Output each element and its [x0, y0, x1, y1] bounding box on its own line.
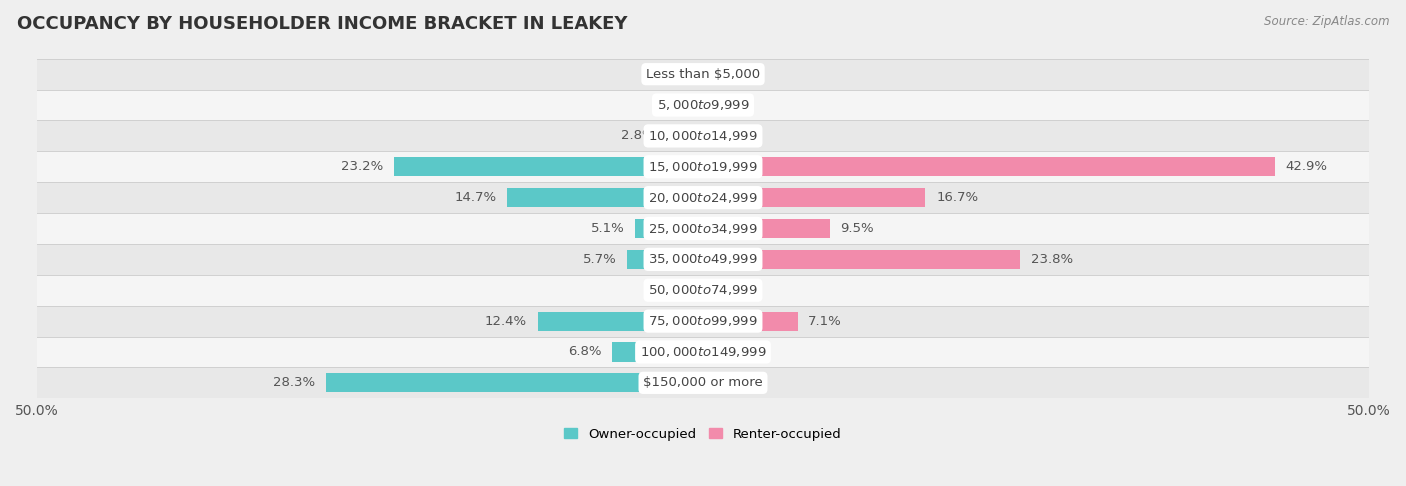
- Bar: [703, 250, 1021, 269]
- Text: Less than $5,000: Less than $5,000: [645, 68, 761, 81]
- Text: 0.0%: 0.0%: [714, 376, 747, 389]
- Bar: [703, 312, 797, 330]
- Text: 28.3%: 28.3%: [273, 376, 315, 389]
- Bar: [703, 188, 925, 207]
- Text: 23.8%: 23.8%: [1031, 253, 1073, 266]
- Text: 0.0%: 0.0%: [659, 68, 692, 81]
- Text: 6.8%: 6.8%: [568, 346, 602, 359]
- Text: 0.0%: 0.0%: [714, 346, 747, 359]
- Text: 9.5%: 9.5%: [841, 222, 875, 235]
- Bar: [627, 250, 703, 269]
- Text: 5.1%: 5.1%: [591, 222, 624, 235]
- Bar: [689, 281, 703, 300]
- Bar: [37, 89, 1369, 121]
- Text: $5,000 to $9,999: $5,000 to $9,999: [657, 98, 749, 112]
- Bar: [508, 188, 703, 207]
- Bar: [37, 182, 1369, 213]
- Text: $15,000 to $19,999: $15,000 to $19,999: [648, 160, 758, 174]
- Bar: [636, 219, 703, 238]
- Text: $75,000 to $99,999: $75,000 to $99,999: [648, 314, 758, 328]
- Legend: Owner-occupied, Renter-occupied: Owner-occupied, Renter-occupied: [560, 422, 846, 446]
- Bar: [37, 367, 1369, 399]
- Text: Source: ZipAtlas.com: Source: ZipAtlas.com: [1264, 15, 1389, 28]
- Text: 14.7%: 14.7%: [454, 191, 496, 204]
- Bar: [394, 157, 703, 176]
- Text: $50,000 to $74,999: $50,000 to $74,999: [648, 283, 758, 297]
- Bar: [703, 219, 830, 238]
- Bar: [665, 126, 703, 145]
- Bar: [37, 59, 1369, 89]
- Text: 42.9%: 42.9%: [1285, 160, 1327, 174]
- Text: $150,000 or more: $150,000 or more: [643, 376, 763, 389]
- Bar: [37, 336, 1369, 367]
- Text: OCCUPANCY BY HOUSEHOLDER INCOME BRACKET IN LEAKEY: OCCUPANCY BY HOUSEHOLDER INCOME BRACKET …: [17, 15, 627, 33]
- Text: 0.0%: 0.0%: [714, 284, 747, 297]
- Bar: [326, 373, 703, 392]
- Text: 5.7%: 5.7%: [582, 253, 616, 266]
- Bar: [37, 151, 1369, 182]
- Text: $100,000 to $149,999: $100,000 to $149,999: [640, 345, 766, 359]
- Text: 0.0%: 0.0%: [659, 99, 692, 112]
- Text: $20,000 to $24,999: $20,000 to $24,999: [648, 191, 758, 205]
- Text: 0.0%: 0.0%: [714, 129, 747, 142]
- Text: 1.1%: 1.1%: [644, 284, 678, 297]
- Text: $35,000 to $49,999: $35,000 to $49,999: [648, 252, 758, 266]
- Bar: [37, 275, 1369, 306]
- Bar: [37, 244, 1369, 275]
- Bar: [37, 213, 1369, 244]
- Text: $25,000 to $34,999: $25,000 to $34,999: [648, 222, 758, 236]
- Bar: [37, 121, 1369, 151]
- Bar: [613, 343, 703, 362]
- Text: $10,000 to $14,999: $10,000 to $14,999: [648, 129, 758, 143]
- Text: 7.1%: 7.1%: [808, 314, 842, 328]
- Bar: [538, 312, 703, 330]
- Bar: [37, 306, 1369, 336]
- Text: 12.4%: 12.4%: [485, 314, 527, 328]
- Bar: [703, 157, 1274, 176]
- Text: 0.0%: 0.0%: [714, 68, 747, 81]
- Text: 2.8%: 2.8%: [621, 129, 655, 142]
- Text: 23.2%: 23.2%: [342, 160, 384, 174]
- Text: 0.0%: 0.0%: [714, 99, 747, 112]
- Text: 16.7%: 16.7%: [936, 191, 979, 204]
